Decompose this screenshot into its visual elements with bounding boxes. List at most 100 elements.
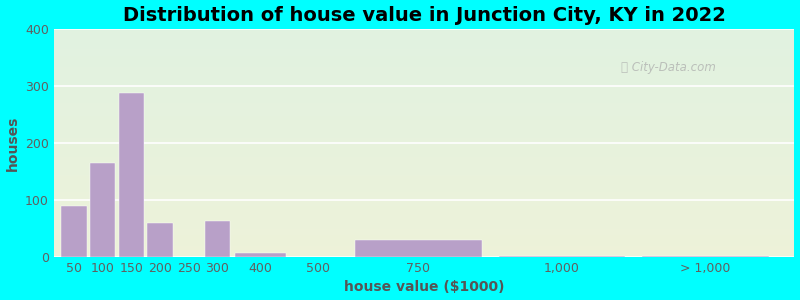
Bar (205, 221, 230, 257)
Bar (54, 96, 794, 97)
Bar (54, 168, 794, 169)
Bar (54, 162, 794, 164)
Bar (54, 133, 794, 134)
Bar (54, 109, 794, 110)
Bar (54, 201, 794, 202)
Bar (54, 256, 794, 257)
Bar (147, 223, 173, 257)
Bar (54, 136, 794, 137)
Bar (90, 163, 115, 257)
Bar (54, 47, 794, 48)
Bar (54, 241, 794, 242)
X-axis label: house value ($1000): house value ($1000) (344, 280, 504, 294)
Y-axis label: houses: houses (6, 115, 19, 171)
Bar (54, 62, 794, 63)
Bar (54, 126, 794, 127)
Bar (54, 193, 794, 194)
Bar (54, 106, 794, 108)
Bar (54, 218, 794, 219)
Bar (54, 190, 794, 191)
Bar (54, 71, 794, 72)
Bar (54, 191, 794, 192)
Bar (54, 194, 794, 195)
Bar (54, 134, 794, 135)
Bar (54, 142, 794, 143)
Bar (54, 212, 794, 214)
Bar (54, 239, 794, 240)
Bar (54, 95, 794, 96)
Bar (54, 186, 794, 188)
Bar (54, 92, 794, 93)
Bar (54, 246, 794, 247)
Bar (54, 172, 794, 174)
Bar (54, 63, 794, 64)
Bar (54, 112, 794, 113)
Bar (54, 124, 794, 125)
Bar (54, 152, 794, 153)
Bar (54, 231, 794, 232)
Bar (54, 167, 794, 168)
Bar (54, 153, 794, 154)
Bar (54, 155, 794, 157)
Bar (54, 140, 794, 141)
Bar (54, 111, 794, 112)
Bar (54, 132, 794, 133)
Bar (54, 36, 794, 37)
Bar (54, 151, 794, 152)
Bar (54, 254, 794, 255)
Bar (54, 236, 794, 238)
Bar (54, 79, 794, 80)
Bar (54, 56, 794, 57)
Bar (54, 234, 794, 236)
Bar (54, 242, 794, 243)
Bar (54, 93, 794, 94)
Bar (54, 224, 794, 225)
Bar (54, 210, 794, 211)
Bar (54, 176, 794, 177)
Bar (54, 129, 794, 130)
Bar (498, 256, 625, 257)
Bar (54, 128, 794, 129)
Bar (54, 160, 794, 161)
Bar (54, 217, 794, 218)
Bar (54, 144, 794, 145)
Bar (54, 105, 794, 106)
Bar (54, 223, 794, 224)
Bar (54, 244, 794, 246)
Bar (54, 97, 794, 98)
Bar (54, 219, 794, 220)
Bar (54, 230, 794, 231)
Bar (54, 67, 794, 68)
Bar (54, 203, 794, 205)
Bar (54, 202, 794, 203)
Bar (54, 227, 794, 229)
Bar (54, 44, 794, 45)
Bar (54, 130, 794, 132)
Bar (54, 253, 794, 254)
Bar (54, 146, 794, 148)
Bar (54, 226, 794, 227)
Title: Distribution of house value in Junction City, KY in 2022: Distribution of house value in Junction … (122, 6, 726, 25)
Bar (54, 214, 794, 215)
Bar (54, 118, 794, 119)
Bar (54, 89, 794, 91)
Bar (54, 77, 794, 78)
Bar (118, 93, 144, 257)
Bar (54, 101, 794, 102)
Bar (54, 135, 794, 136)
Bar (54, 30, 794, 31)
Bar (54, 43, 794, 44)
Bar (54, 149, 794, 150)
Bar (54, 255, 794, 256)
Bar (54, 141, 794, 142)
Bar (54, 81, 794, 83)
Bar (54, 185, 794, 186)
Bar (54, 169, 794, 170)
Bar (54, 199, 794, 200)
Bar (54, 148, 794, 149)
Bar (54, 121, 794, 122)
Bar (54, 103, 794, 104)
Bar (54, 175, 794, 176)
Bar (54, 72, 794, 74)
Bar (54, 57, 794, 59)
